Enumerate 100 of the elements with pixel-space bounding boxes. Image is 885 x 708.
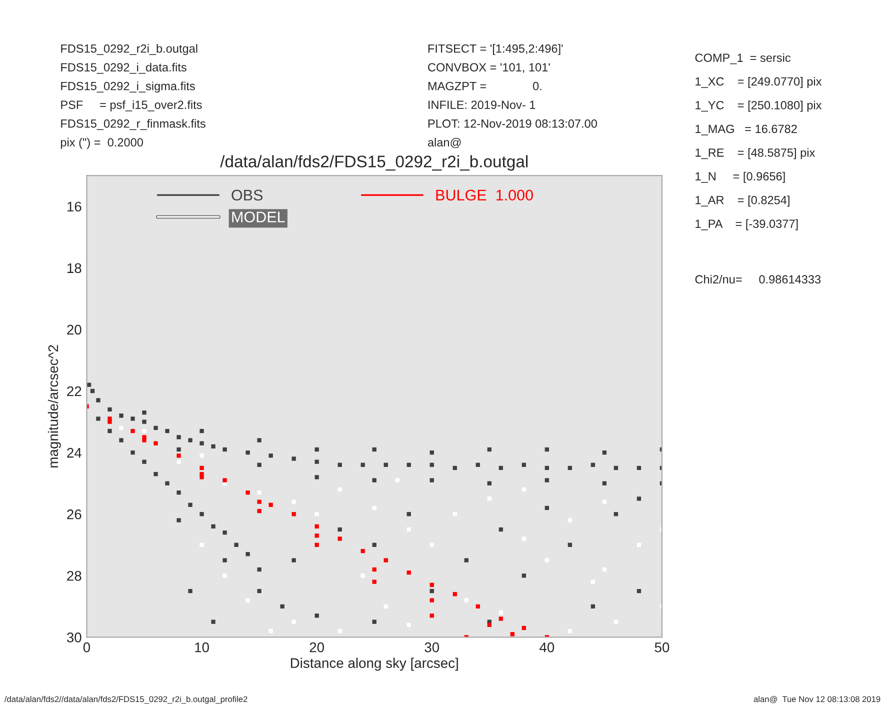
point (522, 536, 526, 541)
point (257, 500, 262, 504)
x-tick-label: 0 (83, 642, 90, 652)
y-tick-label: 16 (67, 202, 82, 212)
point (636, 542, 642, 547)
legend-label: OBS (232, 190, 263, 201)
x-tick-label: 50 (654, 642, 670, 652)
point (498, 610, 503, 615)
point (464, 598, 468, 602)
point (292, 620, 296, 624)
point (200, 466, 204, 470)
text: FDS15_0292_i_data.fits (61, 62, 186, 74)
legend-label: BULGE 1.000 (436, 190, 533, 201)
text: /data/alan/fds2//data/alan/fds2/FDS15_0292_r2i_b.outgal_profile2 (4, 696, 248, 704)
point (430, 614, 434, 618)
point (246, 598, 250, 602)
text: FITSECT = '[1:495,2:496]' (428, 44, 563, 56)
point (176, 460, 181, 464)
text: 1_MAG = 16.6782 (696, 124, 797, 136)
point (522, 626, 526, 630)
point (119, 426, 124, 430)
point (314, 524, 319, 528)
point (544, 558, 550, 562)
point (130, 428, 135, 434)
text: FDS15_0292_i_sigma.fits (61, 82, 195, 93)
point (406, 527, 411, 532)
x-tick-label: 10 (195, 642, 209, 652)
text: 1_PA = [-39.0377] (696, 219, 798, 230)
text: PSF = psf_i15_over2.fits (61, 100, 202, 112)
point (314, 534, 319, 538)
point (360, 574, 365, 578)
point (314, 512, 319, 516)
point (568, 518, 572, 522)
point (498, 616, 503, 621)
point (452, 512, 457, 516)
legend-label: MODEL (232, 212, 285, 222)
text: INFILE: 2019-Nov- 1 (428, 100, 536, 110)
point (246, 490, 250, 495)
point (257, 490, 262, 495)
text: 1_YC = [250.1080] pix (696, 100, 822, 112)
point (338, 487, 342, 492)
text: CONVBOX = '101, 101' (428, 63, 550, 73)
point (200, 542, 204, 547)
x-tick-label: 20 (310, 642, 324, 652)
point (200, 472, 204, 476)
point (222, 574, 227, 578)
text: 1_AR = [0.8254] (696, 196, 790, 207)
x-tick-label: 40 (540, 642, 554, 652)
y-tick-label: 20 (67, 324, 82, 335)
text: FDS15_0292_r_finmask.fits (61, 119, 206, 130)
y-tick-label: 28 (67, 570, 82, 581)
point (142, 428, 146, 434)
text: 1_RE = [48.5875] pix (696, 148, 816, 160)
point (222, 478, 227, 482)
point (176, 454, 181, 458)
point (292, 500, 296, 504)
text: alan@ (428, 138, 461, 148)
y-tick-label: 18 (67, 263, 82, 274)
point (487, 622, 492, 627)
text: 1_XC = [249.0770] pix (696, 76, 822, 88)
y-tick-label: 26 (67, 509, 82, 520)
y-tick-label: 22 (67, 386, 82, 396)
point (384, 604, 388, 609)
text: Chi2/nu= 0.98614333 (695, 274, 821, 284)
point (487, 496, 492, 501)
point (395, 478, 400, 482)
point (430, 542, 434, 547)
y-tick-label: 30 (66, 632, 82, 642)
point (602, 567, 607, 572)
point (154, 441, 158, 446)
point (602, 500, 607, 504)
point (200, 454, 204, 458)
point (338, 628, 342, 634)
point (372, 580, 376, 584)
point (360, 548, 365, 554)
point (268, 502, 273, 507)
point (614, 620, 618, 624)
point (372, 567, 376, 572)
text: FDS15_0292_r2i_b.outgal (61, 44, 198, 56)
x-axis-title: Distance along sky [arcsec] (290, 658, 458, 671)
point (430, 598, 434, 602)
text: 1_N = [0.9656] (696, 172, 785, 183)
point (590, 580, 596, 584)
point (108, 420, 112, 424)
text: COMP_1 = sersic (695, 53, 791, 64)
y-axis-title: magnitude/arcsec^2 (48, 345, 61, 468)
point (372, 506, 376, 510)
point (257, 508, 262, 514)
y-tick-label: 24 (67, 448, 82, 458)
point (142, 435, 146, 440)
point (292, 512, 296, 516)
point (510, 632, 514, 636)
chart-title: /data/alan/fds2/FDS15_0292_r2i_b.outgal (220, 155, 528, 171)
point (338, 536, 342, 541)
text: pix (") = 0.2000 (60, 138, 143, 149)
point (430, 582, 434, 587)
point (384, 558, 388, 562)
point (522, 487, 526, 492)
point (452, 592, 457, 596)
x-tick-label: 30 (424, 642, 440, 652)
